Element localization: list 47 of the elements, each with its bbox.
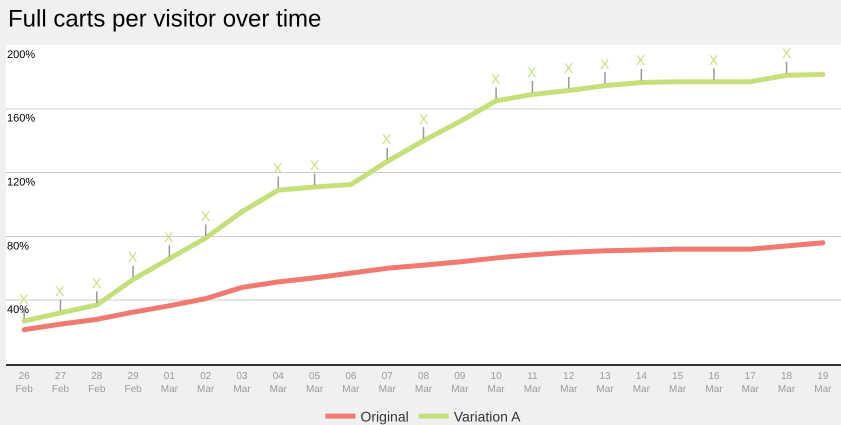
y-tick-label: 120% <box>7 176 36 188</box>
data-label: X <box>382 131 392 147</box>
chart-title: Full carts per visitor over time <box>8 5 322 32</box>
data-label: X <box>164 229 174 245</box>
x-tick-label: 28 Feb <box>88 371 106 395</box>
y-tick-label: 40% <box>7 304 30 316</box>
data-label: X <box>273 160 283 176</box>
y-tick-label: 160% <box>7 112 36 125</box>
legend-label: Variation A <box>454 408 522 425</box>
x-tick-label: 16 Mar <box>705 371 724 395</box>
data-label: X <box>55 283 65 299</box>
x-tick-label: 27 Feb <box>52 371 70 395</box>
x-tick-label: 18 Mar <box>778 371 796 395</box>
x-tick-label: 12 Mar <box>560 371 578 395</box>
x-tick-label: 10 Mar <box>487 371 506 395</box>
x-tick-label: 07 Mar <box>378 371 396 395</box>
data-label: X <box>600 56 610 72</box>
y-tick-label: 200% <box>7 48 36 61</box>
data-label: X <box>92 275 102 291</box>
legend-label: Original <box>360 408 409 425</box>
x-tick-label: 03 Mar <box>233 371 252 395</box>
x-tick-label: 29 Feb <box>124 371 142 395</box>
x-tick-label: 15 Mar <box>669 371 687 395</box>
data-label: X <box>527 64 537 80</box>
x-tick-label: 19 Mar <box>814 371 832 395</box>
x-tick-label: 11 Mar <box>524 371 542 395</box>
x-tick-label: 01 Mar <box>160 371 179 395</box>
data-label: X <box>709 52 719 68</box>
x-tick-label: 13 Mar <box>596 371 614 395</box>
x-tick-label: 04 Mar <box>270 371 288 395</box>
data-label: X <box>128 249 138 265</box>
data-label: X <box>564 60 574 76</box>
x-tick-label: 05 Mar <box>306 371 324 395</box>
x-tick-label: 08 Mar <box>414 371 433 395</box>
data-label: X <box>201 208 211 224</box>
x-tick-label: 14 Mar <box>632 371 651 395</box>
data-label: X <box>419 111 429 127</box>
data-label: X <box>491 71 501 87</box>
x-tick-label: 06 Mar <box>342 371 360 395</box>
data-label: X <box>782 45 792 61</box>
x-tick-label: 09 Mar <box>451 371 470 395</box>
data-label: X <box>310 157 320 173</box>
x-tick-label: 02 Mar <box>197 371 215 395</box>
x-tick-label: 17 Mar <box>742 371 760 395</box>
data-label: X <box>636 52 646 68</box>
y-tick-label: 80% <box>7 240 30 252</box>
x-tick-label: 26 Feb <box>16 371 34 395</box>
